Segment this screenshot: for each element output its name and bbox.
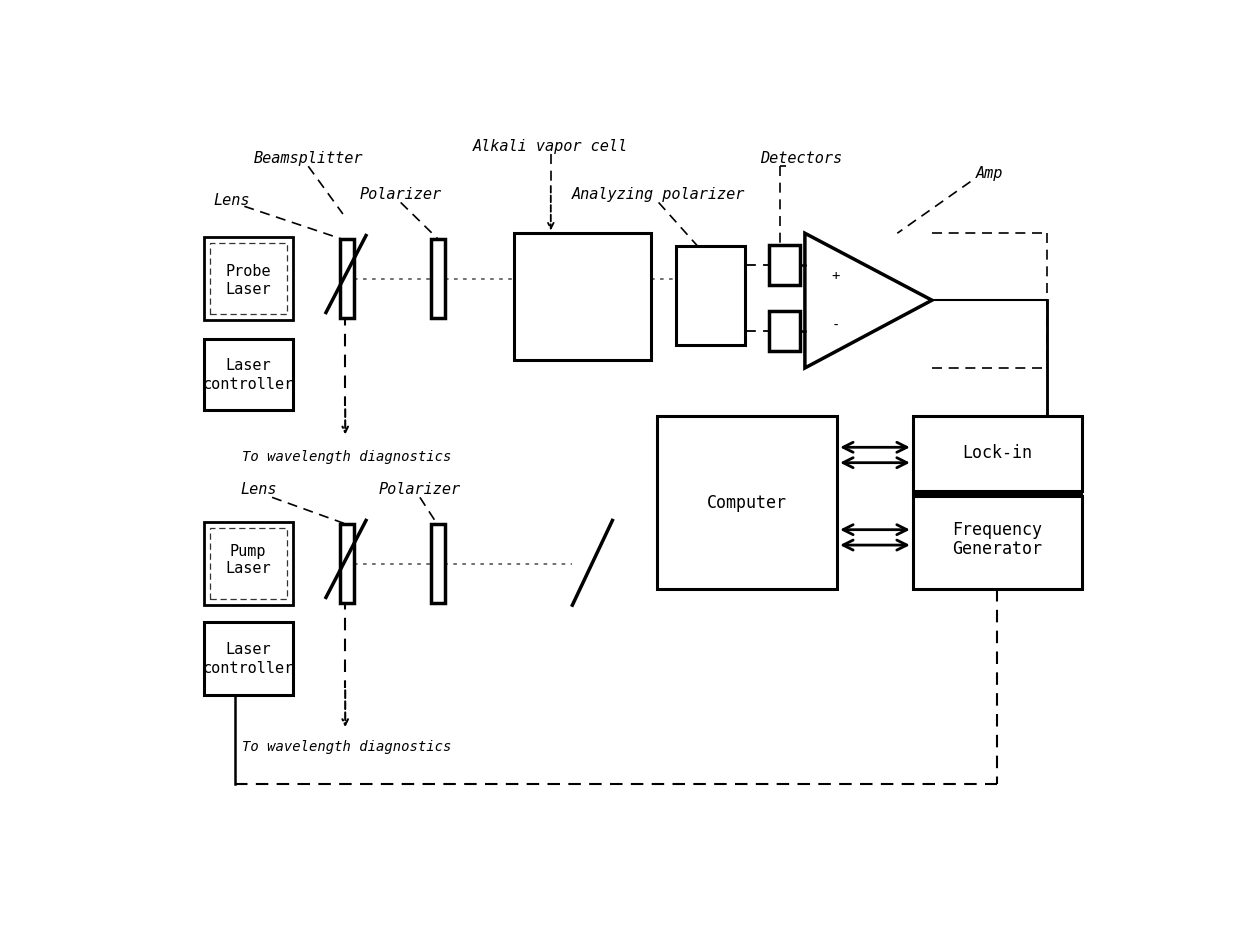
Text: Analyzing polarizer: Analyzing polarizer xyxy=(572,187,745,202)
Text: Computer: Computer xyxy=(707,493,787,512)
Text: Laser: Laser xyxy=(226,358,272,373)
Bar xyxy=(211,529,286,599)
Text: -: - xyxy=(832,319,839,333)
Bar xyxy=(913,416,1083,492)
Bar xyxy=(432,239,445,318)
Text: Lens: Lens xyxy=(241,482,277,497)
Bar xyxy=(769,245,800,285)
Bar xyxy=(340,524,353,603)
Bar xyxy=(205,339,293,410)
Text: Lens: Lens xyxy=(213,193,249,208)
Bar xyxy=(769,311,800,351)
Bar xyxy=(913,495,1083,589)
Text: Probe: Probe xyxy=(226,264,272,279)
Text: To wavelength diagnostics: To wavelength diagnostics xyxy=(242,740,451,754)
Bar xyxy=(432,524,445,603)
Text: Lock-in: Lock-in xyxy=(962,444,1033,462)
Text: +: + xyxy=(832,269,839,283)
Text: Polarizer: Polarizer xyxy=(360,187,441,202)
Text: Alkali vapor cell: Alkali vapor cell xyxy=(474,139,629,154)
Bar xyxy=(205,522,293,605)
Text: To wavelength diagnostics: To wavelength diagnostics xyxy=(242,450,451,463)
Bar xyxy=(676,247,745,344)
Text: Detectors: Detectors xyxy=(760,151,842,166)
Bar xyxy=(205,623,293,696)
Bar xyxy=(340,239,353,318)
Text: Beamsplitter: Beamsplitter xyxy=(253,151,363,166)
Bar xyxy=(657,416,837,589)
Text: Laser: Laser xyxy=(226,562,272,576)
Text: Frequency: Frequency xyxy=(952,521,1043,539)
Bar xyxy=(513,233,651,361)
Text: Amp: Amp xyxy=(976,166,1003,181)
Text: controller: controller xyxy=(202,378,294,393)
Text: controller: controller xyxy=(202,661,294,676)
Text: Laser: Laser xyxy=(226,282,272,297)
Text: Polarizer: Polarizer xyxy=(379,482,461,497)
Text: Generator: Generator xyxy=(952,540,1043,558)
Text: Pump: Pump xyxy=(229,544,267,559)
Text: Laser: Laser xyxy=(226,642,272,657)
Bar xyxy=(205,237,293,320)
Bar xyxy=(211,243,286,314)
